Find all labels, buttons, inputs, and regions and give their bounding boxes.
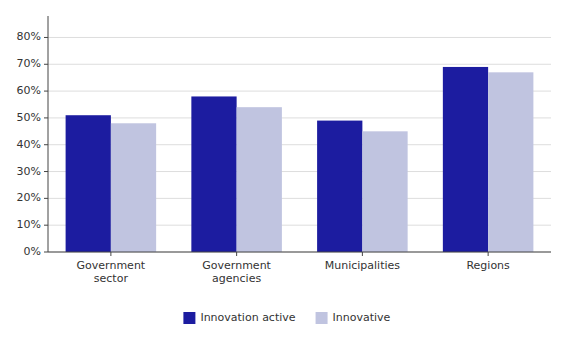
legend-swatch: [183, 312, 195, 324]
y-tick: [44, 171, 48, 172]
y-tick-label: 20%: [17, 191, 41, 204]
y-tick-label: 0%: [24, 245, 41, 258]
y-axis: 0% 10% 20% 30% 40% 50% 60% 70% 80%: [17, 30, 48, 258]
legend-label: Innovation active: [200, 311, 295, 324]
y-tick-label: 10%: [17, 218, 41, 231]
y-tick: [44, 37, 48, 38]
x-axis-line: [48, 252, 551, 253]
y-tick: [44, 91, 48, 92]
y-tick-label: 60%: [17, 84, 41, 97]
y-tick: [44, 225, 48, 226]
x-tick-label: Governmentsector: [77, 259, 146, 285]
bar: [317, 121, 362, 252]
y-axis-line: [48, 16, 49, 252]
grid-line: [48, 64, 551, 65]
y-tick: [44, 144, 48, 145]
x-tick: [362, 252, 363, 256]
x-tick-label: Municipalities: [325, 259, 401, 272]
bar: [488, 72, 533, 252]
y-tick-label: 50%: [17, 111, 41, 124]
bars: [66, 67, 534, 252]
x-axis: Governmentsector Governmentagencies Munici…: [77, 252, 511, 285]
x-tick: [110, 252, 111, 256]
y-tick: [44, 117, 48, 118]
x-tick: [488, 252, 489, 256]
y-tick-label: 80%: [17, 30, 41, 43]
y-tick: [44, 64, 48, 65]
bar: [237, 107, 282, 252]
chart: 0% 10% 20% 30% 40% 50% 60% 70% 80% Governmentsect…: [0, 0, 567, 340]
bar: [362, 131, 407, 252]
bar: [191, 96, 236, 252]
y-tick-label: 70%: [17, 57, 41, 70]
legend: Innovation active Innovative: [183, 311, 390, 324]
legend-label: Innovative: [333, 311, 391, 324]
grid-line: [48, 37, 551, 38]
y-tick-label: 40%: [17, 138, 41, 151]
grid-line: [48, 252, 551, 253]
y-tick: [44, 252, 48, 253]
bar: [66, 115, 111, 252]
x-tick-label: Regions: [466, 259, 510, 272]
x-tick: [236, 252, 237, 256]
x-tick-label: Governmentagencies: [202, 259, 271, 285]
bar: [443, 67, 488, 252]
y-grid: [48, 37, 551, 252]
y-tick: [44, 198, 48, 199]
y-tick-label: 30%: [17, 165, 41, 178]
legend-swatch: [316, 312, 328, 324]
bar: [111, 123, 156, 252]
